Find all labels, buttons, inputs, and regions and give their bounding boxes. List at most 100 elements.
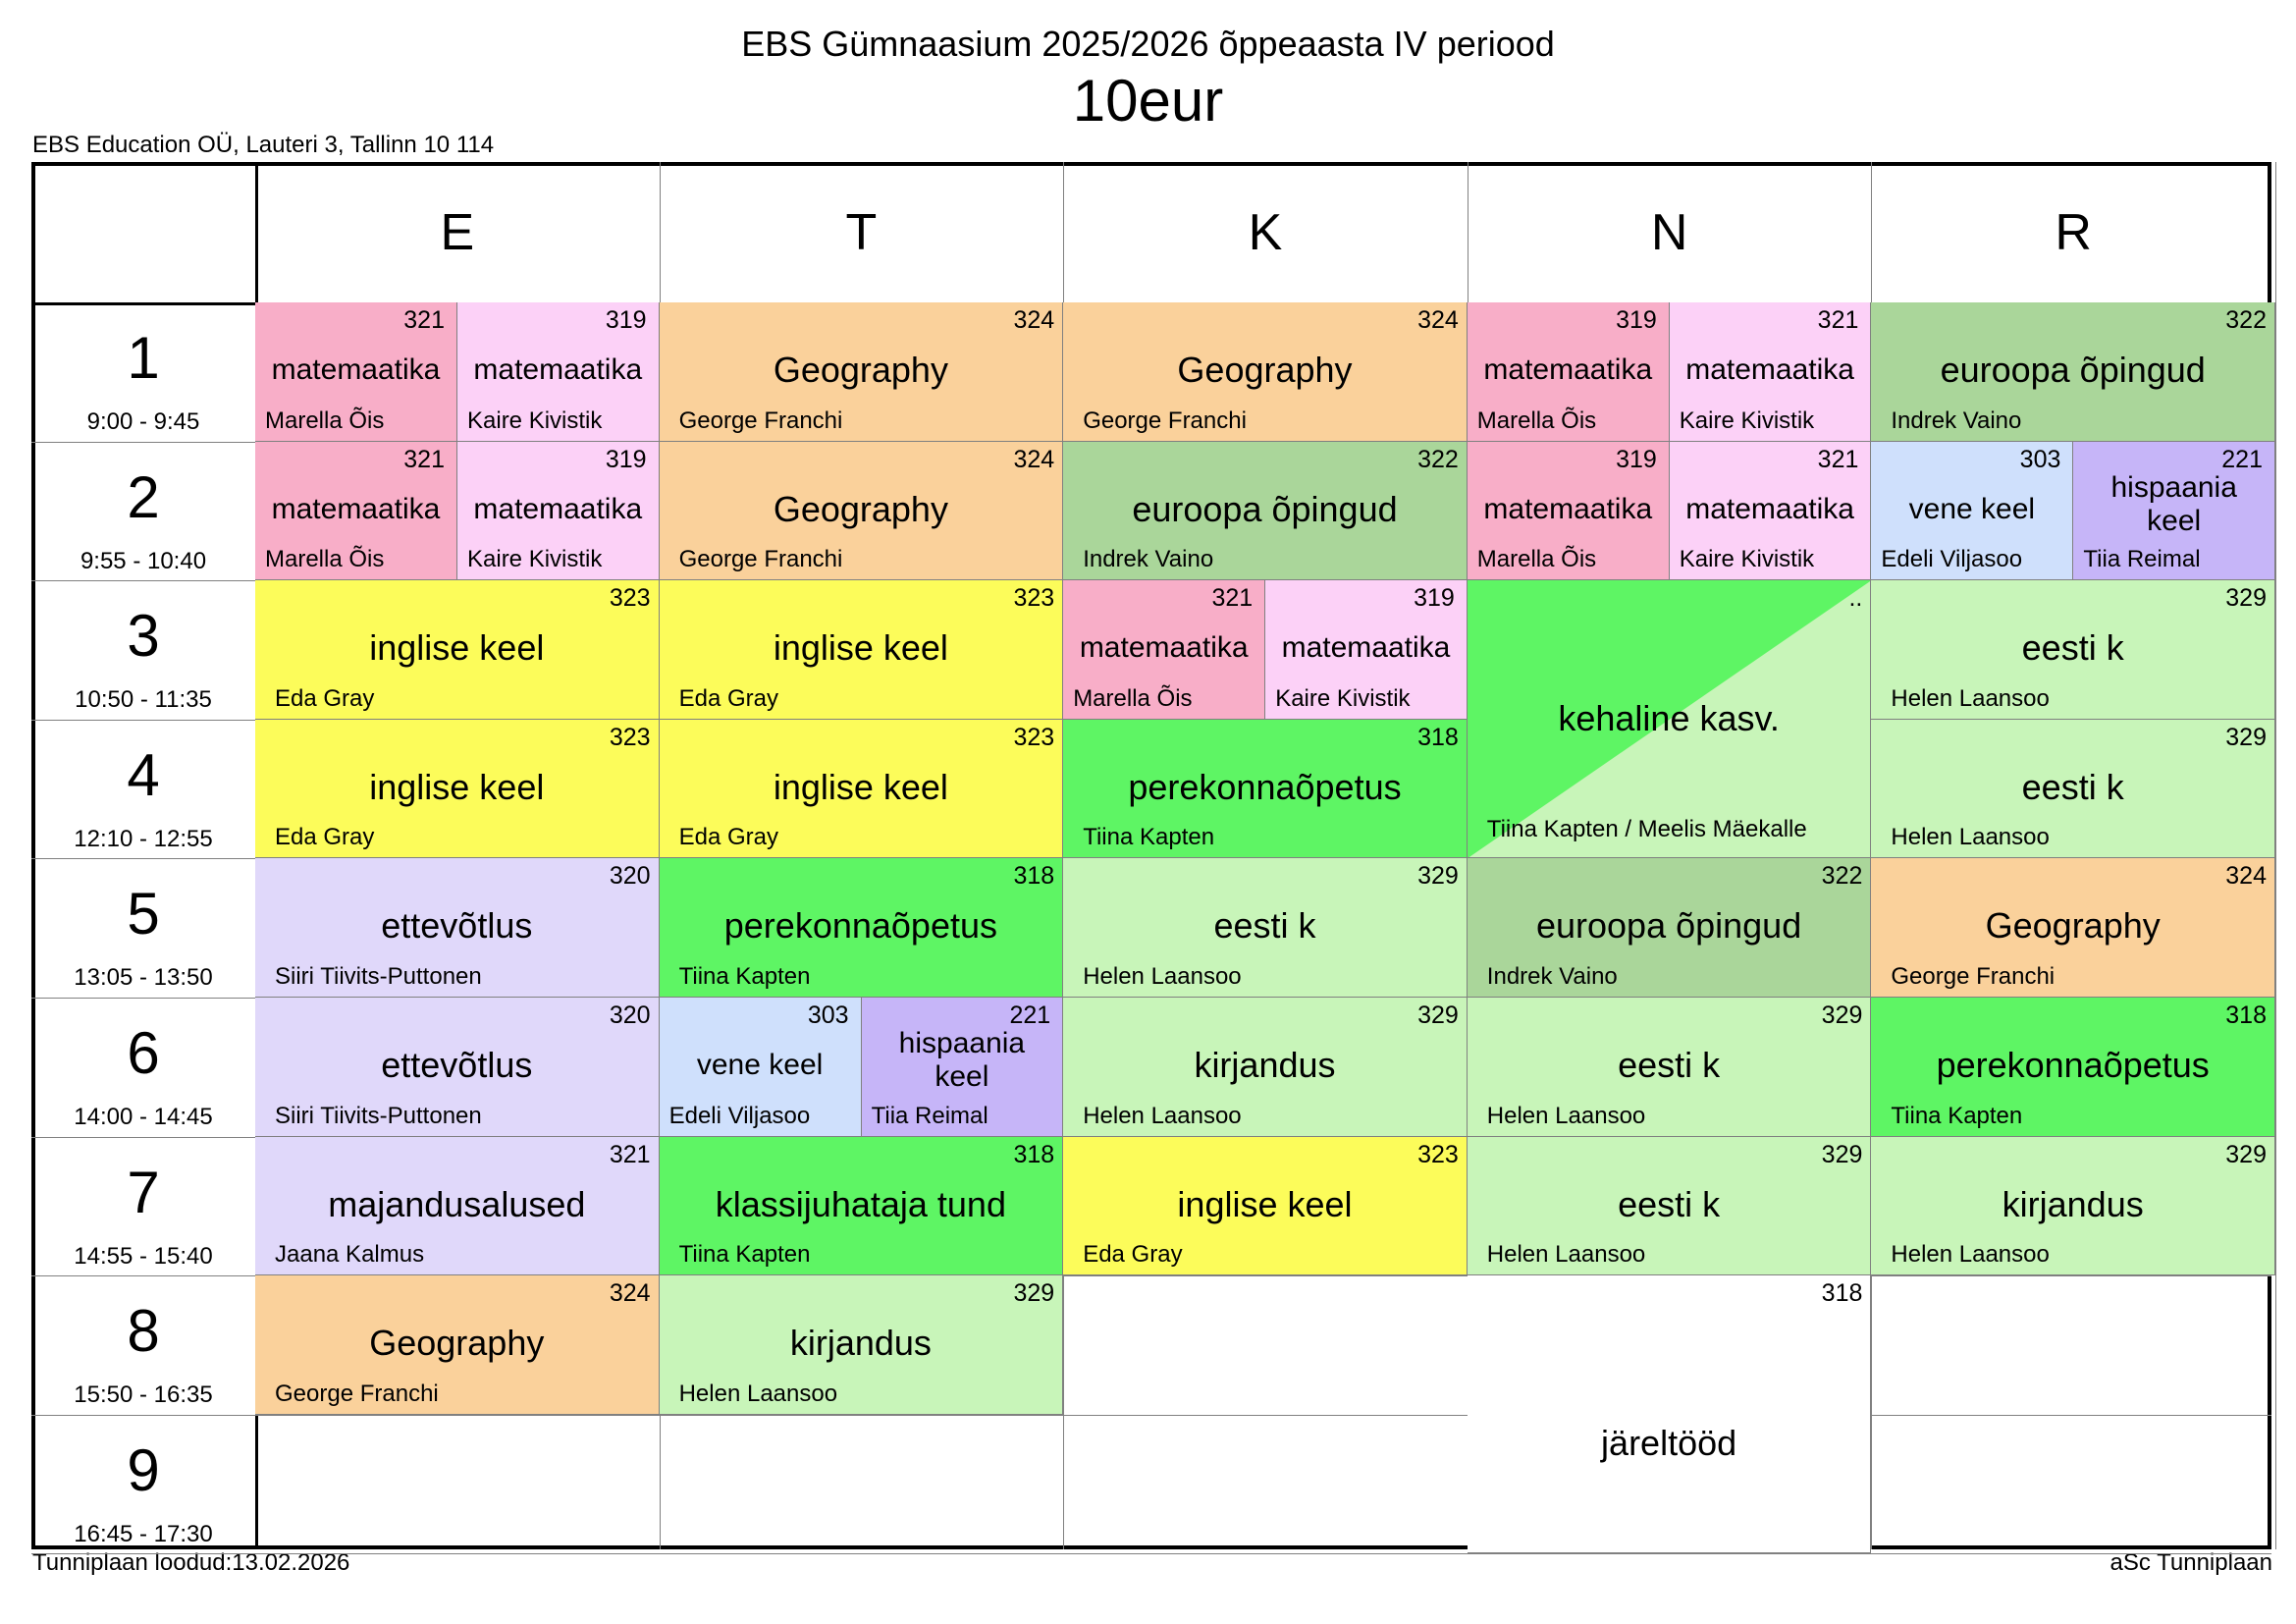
lesson-cell[interactable]: 303 vene keel Edeli Viljasoo <box>659 998 862 1137</box>
lesson-cell[interactable]: 318 perekonnaõpetus Tiina Kapten <box>1063 719 1468 859</box>
room-number: 319 <box>605 306 647 334</box>
lesson-cell[interactable]: 319 matemaatika Kaire Kivistik <box>457 302 660 442</box>
period-time: 14:00 - 14:45 <box>74 1104 213 1130</box>
subject-name: inglise keel <box>369 627 545 669</box>
lesson-cell[interactable]: 318 klassijuhataja tund Tiina Kapten <box>659 1136 1064 1276</box>
subject-name: inglise keel <box>369 766 545 807</box>
subject-name: klassijuhataja tund <box>715 1183 1006 1224</box>
lesson-cell[interactable]: 321 matemaatika Marella Õis <box>255 441 457 581</box>
teacher-name: George Franchi <box>275 1380 439 1407</box>
subject-name: matemaatika <box>473 492 643 525</box>
lesson-cell[interactable]: 329 eesti k Helen Laansoo <box>1467 1136 1872 1276</box>
lesson-cell[interactable]: .. kehaline kasv. Tiina Kapten / Meelis Mä… <box>1467 580 1872 859</box>
lesson-cell[interactable]: 324 Geography George Franchi <box>255 1275 660 1415</box>
room-number: 321 <box>1817 306 1859 334</box>
class-name: 10eur <box>1072 68 1224 134</box>
lesson-cell[interactable]: 221 hispaania keel Tiia Reimal <box>2073 441 2275 581</box>
lesson-cell[interactable]: 323 inglise keel Eda Gray <box>255 580 660 720</box>
lesson-cell[interactable]: 322 euroopa õpingud Indrek Vaino <box>1871 302 2275 442</box>
teacher-name: Helen Laansoo <box>1891 824 2050 851</box>
subject-name: perekonnaõpetus <box>1936 1045 2210 1085</box>
subject-name: euroopa õpingud <box>1132 488 1398 529</box>
lesson-cell[interactable]: 321 matemaatika Kaire Kivistik <box>1669 302 1872 442</box>
lesson-cell[interactable]: 324 Geography George Franchi <box>1871 858 2275 998</box>
room-number: 321 <box>403 445 445 473</box>
lesson-cell[interactable]: 323 inglise keel Eda Gray <box>1063 1136 1468 1276</box>
lesson-cell[interactable]: 323 inglise keel Eda Gray <box>255 719 660 859</box>
lesson-cell[interactable]: 329 eesti k Helen Laansoo <box>1467 998 1872 1137</box>
lesson-cell[interactable]: 323 inglise keel Eda Gray <box>659 580 1064 720</box>
teacher-name: Indrek Vaino <box>1083 546 1214 573</box>
subject-name: ettevõtlus <box>381 1045 533 1085</box>
subject-name: euroopa õpingud <box>1535 905 1802 947</box>
lesson-cell[interactable]: 329 kirjandus Helen Laansoo <box>1063 998 1468 1137</box>
room-number: 323 <box>1013 723 1055 751</box>
room-number: 321 <box>1211 584 1254 613</box>
teacher-name: Siiri Tiivits-Puttonen <box>275 962 482 990</box>
lesson-cell[interactable]: 320 ettevõtlus Siiri Tiivits-Puttonen <box>255 858 660 998</box>
subject-name: kirjandus <box>789 1323 932 1364</box>
lesson-cell[interactable]: 322 euroopa õpingud Indrek Vaino <box>1063 441 1468 581</box>
lesson-cell[interactable]: 318 perekonnaõpetus Tiina Kapten <box>659 858 1064 998</box>
room-number: 318 <box>1013 862 1055 891</box>
subject-name: majandusalused <box>328 1183 586 1224</box>
lesson-cell[interactable]: 329 kirjandus Helen Laansoo <box>1871 1136 2275 1276</box>
lesson-cell[interactable]: 324 Geography George Franchi <box>659 302 1064 442</box>
lesson-cell[interactable]: 320 ettevõtlus Siiri Tiivits-Puttonen <box>255 998 660 1137</box>
subject-name: hispaania keel <box>2110 470 2237 537</box>
subject-name: kirjandus <box>2002 1183 2144 1224</box>
room-number: 319 <box>605 445 647 473</box>
subject-name: euroopa õpingud <box>1940 350 2206 390</box>
lesson-cell[interactable]: 321 matemaatika Marella Õis <box>1063 580 1266 720</box>
lesson-cell[interactable]: 321 majandusalused Jaana Kalmus <box>255 1136 660 1276</box>
lesson-cell[interactable]: 319 matemaatika Marella Õis <box>1467 441 1670 581</box>
lesson-cell[interactable]: 303 vene keel Edeli Viljasoo <box>1871 441 2074 581</box>
room-number: 324 <box>1417 306 1459 334</box>
subject-name: inglise keel <box>773 766 948 807</box>
period-time: 13:05 - 13:50 <box>74 964 213 992</box>
subject-name: Geography <box>1985 905 2161 947</box>
room-number: 329 <box>1821 1140 1863 1168</box>
subject-name: inglise keel <box>773 627 948 669</box>
teacher-name: Indrek Vaino <box>1486 962 1618 990</box>
lesson-cell[interactable]: 323 inglise keel Eda Gray <box>659 719 1064 859</box>
lesson-cell[interactable]: 319 matemaatika Marella Õis <box>1467 302 1670 442</box>
lesson-cell[interactable]: 221 hispaania keel Tiia Reimal <box>861 998 1064 1137</box>
room-number: 321 <box>1817 445 1859 473</box>
room-number: 322 <box>1821 862 1863 891</box>
lesson-cell[interactable]: 321 matemaatika Kaire Kivistik <box>1669 441 1872 581</box>
lesson-cell[interactable]: 329 eesti k Helen Laansoo <box>1063 858 1468 998</box>
teacher-name: George Franchi <box>1891 962 2056 990</box>
teacher-name: Tiia Reimal <box>2083 546 2201 573</box>
teacher-name: Jaana Kalmus <box>275 1241 425 1269</box>
period-number: 8 <box>127 1298 160 1365</box>
subject-name: matemaatika <box>271 492 441 525</box>
lesson-cell[interactable]: 318 perekonnaõpetus Tiina Kapten <box>1871 998 2275 1137</box>
lesson-cell[interactable]: 324 Geography George Franchi <box>659 441 1064 581</box>
lesson-cell[interactable]: 324 Geography George Franchi <box>1063 302 1468 442</box>
subject-name: matemaatika <box>1483 353 1653 386</box>
lesson-cell[interactable]: 318 järeltööd <box>1467 1275 1872 1554</box>
room-number: 324 <box>609 1279 651 1308</box>
day-header: R <box>2055 204 2092 261</box>
room-number: 329 <box>2225 1140 2267 1168</box>
lesson-cell[interactable]: 319 matemaatika Kaire Kivistik <box>457 441 660 581</box>
subject-name: vene keel <box>1908 492 2036 525</box>
grid-row-line <box>31 1414 2271 1416</box>
room-number: 329 <box>1417 1001 1459 1029</box>
lesson-cell[interactable]: 329 eesti k Helen Laansoo <box>1871 719 2275 859</box>
room-number: .. <box>1848 584 1863 613</box>
teacher-name: Edeli Viljasoo <box>668 1102 811 1129</box>
subject-name: vene keel <box>696 1049 824 1081</box>
lesson-cell[interactable]: 329 kirjandus Helen Laansoo <box>659 1275 1064 1415</box>
room-number: 303 <box>807 1001 849 1029</box>
period-number: 2 <box>127 463 160 530</box>
lesson-cell[interactable]: 329 eesti k Helen Laansoo <box>1871 580 2275 720</box>
lesson-cell[interactable]: 322 euroopa õpingud Indrek Vaino <box>1467 858 1872 998</box>
subject-name: perekonnaõpetus <box>723 905 997 947</box>
lesson-cell[interactable]: 319 matemaatika Kaire Kivistik <box>1265 580 1468 720</box>
subject-name: kehaline kasv. <box>1558 697 1780 738</box>
lesson-cell[interactable]: 321 matemaatika Marella Õis <box>255 302 457 442</box>
subject-name: matemaatika <box>473 353 643 386</box>
period-number: 5 <box>127 881 160 947</box>
